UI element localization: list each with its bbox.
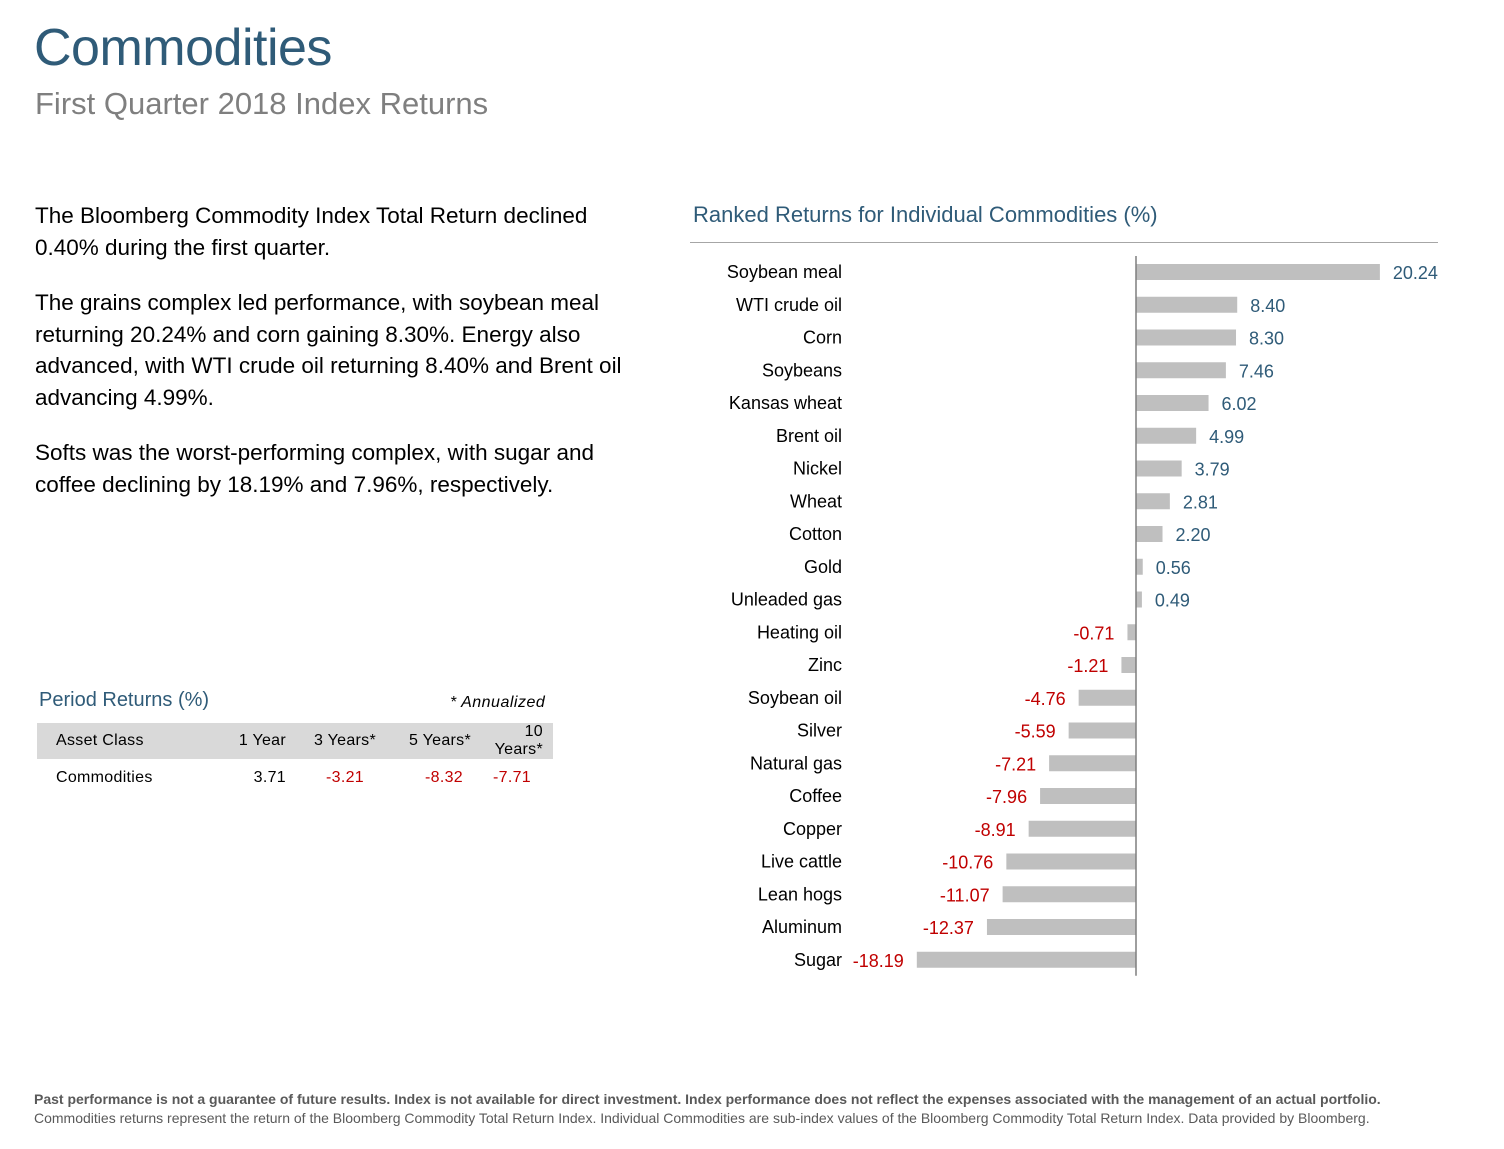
category-label: Corn xyxy=(803,328,842,348)
category-label: Nickel xyxy=(793,459,842,479)
bar xyxy=(1136,493,1170,510)
category-label: Unleaded gas xyxy=(731,590,842,610)
bar xyxy=(1078,689,1136,706)
data-label: 2.20 xyxy=(1176,525,1211,545)
category-label: WTI crude oil xyxy=(736,295,842,315)
chart-title: Ranked Returns for Individual Commoditie… xyxy=(693,202,1158,227)
bar xyxy=(1040,788,1136,804)
category-label: Live cattle xyxy=(761,852,842,872)
data-label: 6.02 xyxy=(1222,394,1257,414)
bar xyxy=(1136,362,1226,379)
narrative-paragraph: Softs was the worst-performing complex, … xyxy=(35,440,594,497)
bar xyxy=(1136,460,1182,477)
category-label: Copper xyxy=(783,819,842,839)
table-cell: -3.21 xyxy=(326,769,364,786)
bar xyxy=(1136,296,1238,313)
table-cell: Commodities xyxy=(56,769,153,786)
table-cell: -8.32 xyxy=(425,769,463,786)
bar xyxy=(1006,853,1136,870)
category-label: Aluminum xyxy=(762,917,842,937)
data-label: -10.76 xyxy=(942,853,993,873)
table-cell: 3.71 xyxy=(253,769,286,786)
category-label: Coffee xyxy=(789,786,842,806)
data-label: 2.81 xyxy=(1183,492,1218,512)
category-label: Brent oil xyxy=(776,426,842,446)
column-header: 5 Years* xyxy=(408,732,471,749)
bar xyxy=(1136,526,1163,542)
period-returns-table: Asset Class 1 Year 3 Years* 5 Years* 10 … xyxy=(37,723,553,797)
bar xyxy=(1028,820,1136,837)
disclaimer-bold: Past performance is not a guarantee of f… xyxy=(34,1091,1381,1107)
bar xyxy=(1136,558,1143,575)
data-label: 0.49 xyxy=(1155,591,1190,611)
bar xyxy=(1068,722,1136,739)
data-label: -0.71 xyxy=(1073,623,1114,643)
bar xyxy=(1136,264,1380,280)
bar xyxy=(1136,395,1209,411)
category-label: Wheat xyxy=(790,491,842,511)
ranked-returns-chart: Soybean meal 20.24 WTI crude oil 8.40 Corn 8.… xyxy=(727,256,1438,976)
data-label: 4.99 xyxy=(1209,427,1244,447)
footer-disclaimer: Past performance is not a guarantee of f… xyxy=(34,1090,1474,1128)
data-label: 8.30 xyxy=(1249,329,1284,349)
category-label: Silver xyxy=(797,721,842,741)
annualized-note: * Annualized xyxy=(450,694,546,711)
data-label: 8.40 xyxy=(1250,296,1285,316)
period-returns-title: Period Returns (%) xyxy=(39,689,210,711)
disclaimer-text: Commodities returns represent the return… xyxy=(34,1110,1370,1126)
data-label: 7.46 xyxy=(1239,361,1274,381)
data-label: -7.21 xyxy=(995,754,1036,774)
bar xyxy=(916,951,1136,968)
column-header: 1 Year xyxy=(238,732,286,749)
bar xyxy=(986,919,1136,935)
bar xyxy=(1127,624,1136,641)
data-label: -1.21 xyxy=(1067,656,1108,676)
chart-title-divider xyxy=(690,242,1438,243)
data-label: -11.07 xyxy=(940,885,990,905)
category-label: Natural gas xyxy=(750,753,842,773)
category-label: Gold xyxy=(804,557,842,577)
data-label: -5.59 xyxy=(1015,722,1056,742)
data-label: -4.76 xyxy=(1025,689,1066,709)
category-label: Soybean oil xyxy=(748,688,842,708)
column-header: Asset Class xyxy=(56,732,144,749)
column-header: 10 Years* xyxy=(494,723,543,758)
bar xyxy=(1136,427,1197,444)
bar xyxy=(1121,657,1136,673)
bar xyxy=(1002,886,1136,903)
bar xyxy=(1049,755,1136,772)
category-label: Soybeans xyxy=(762,360,842,380)
category-label: Zinc xyxy=(808,655,842,675)
narrative-text: The Bloomberg Commodity Index Total Retu… xyxy=(35,200,635,524)
category-label: Soybean meal xyxy=(727,262,842,282)
table-header-row: Asset Class 1 Year 3 Years* 5 Years* 10 … xyxy=(37,723,553,759)
category-label: Lean hogs xyxy=(758,884,842,904)
category-label: Heating oil xyxy=(757,622,842,642)
data-label: 20.24 xyxy=(1393,263,1438,283)
table-row: Commodities 3.71 -3.21 -8.32 -7.71 xyxy=(37,759,553,797)
data-label: -7.96 xyxy=(986,787,1027,807)
data-label: -18.19 xyxy=(853,951,904,971)
table-cell: -7.71 xyxy=(493,769,531,786)
narrative-paragraph: The Bloomberg Commodity Index Total Retu… xyxy=(35,203,588,260)
category-label: Kansas wheat xyxy=(729,393,842,413)
page-title: Commodities xyxy=(34,19,332,77)
category-label: Cotton xyxy=(789,524,842,544)
bar xyxy=(1136,329,1237,346)
data-label: -12.37 xyxy=(923,918,974,938)
category-label: Sugar xyxy=(794,950,842,970)
column-header: 3 Years* xyxy=(313,732,376,749)
bar xyxy=(1136,591,1142,608)
narrative-paragraph: The grains complex led performance, with… xyxy=(35,290,622,410)
data-label: 0.56 xyxy=(1156,558,1191,578)
data-label: -8.91 xyxy=(975,820,1016,840)
data-label: 3.79 xyxy=(1195,460,1230,480)
page-subtitle: First Quarter 2018 Index Returns xyxy=(35,86,489,121)
